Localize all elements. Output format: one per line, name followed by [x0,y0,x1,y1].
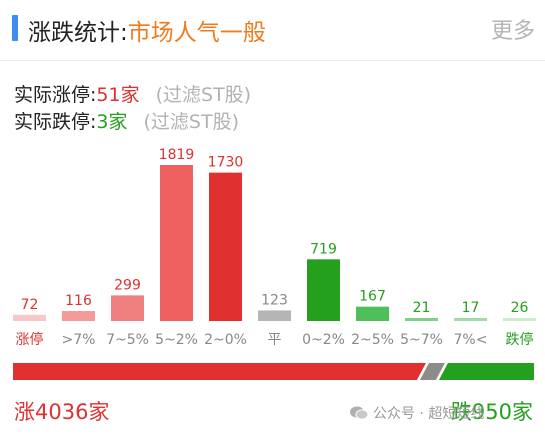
watermark: 公众号 · 超短短线 [349,403,484,423]
wechat-icon [350,406,369,420]
limit-up-line: 实际涨停:51家 (过滤ST股) [14,80,251,107]
bar-10 [503,318,536,321]
bar-value-label: 116 [65,293,92,309]
bar-value-label: 72 [21,297,39,313]
limit-down-label: 实际跌停: [14,111,97,133]
bar-7 [356,306,389,321]
limit-up-filter-note: (过滤ST股) [155,84,252,106]
bar-value-label: 299 [114,277,141,293]
category-label: 涨停 [16,331,44,348]
category-label: 平 [268,332,282,348]
up-down-ratio-bar [13,363,534,380]
limit-down-line: 实际跌停:3家 (过滤ST股) [14,107,239,134]
category-label: 7%< [454,332,488,348]
category-label: 2~5% [351,332,394,348]
category-label: 2~0% [204,332,247,348]
category-label: >7% [62,332,96,348]
watermark-text: 公众号 · 超短短线 [373,406,485,422]
bar-value-label: 167 [359,289,386,305]
bar-value-label: 21 [413,300,431,316]
ratio-bar-down-segment [438,363,534,380]
bar-3 [160,165,193,321]
category-label: 5~2% [155,332,198,348]
limit-down-filter-note: (过滤ST股) [143,111,240,133]
bar-value-label: 123 [261,292,288,308]
category-label: 跌停 [506,331,534,348]
bar-9 [454,318,487,321]
limit-up-value: 51家 [96,84,140,106]
header-title: 涨跌统计:市场人气一般 [28,13,266,47]
section-header: 涨跌统计:市场人气一般 更多 [0,0,545,61]
bar-5 [258,310,291,321]
bar-0 [13,314,46,321]
bar-value-label: 1730 [208,155,244,171]
total-up-count: 涨4036家 [14,400,110,424]
category-label: 7~5% [106,332,149,348]
bar-value-label: 719 [310,241,337,257]
market-sentiment: 市场人气一般 [127,20,266,46]
category-label: 5~7% [400,332,443,348]
bar-value-label: 26 [511,300,529,316]
category-label: 0~2% [302,332,345,348]
bar-value-label: 17 [462,300,480,316]
ratio-bar-up-segment [13,363,426,380]
bar-6 [307,259,340,321]
header-accent-bar [12,15,18,41]
limit-up-label: 实际涨停: [14,84,97,106]
bar-2 [111,295,144,321]
more-link[interactable]: 更多 [490,19,535,44]
bar-value-label: 1819 [159,147,195,163]
bar-8 [405,318,438,321]
limit-down-value: 3家 [96,111,128,133]
header-title-prefix: 涨跌统计: [28,20,128,46]
ratio-bar-gap-segment [419,363,445,380]
bar-4 [209,172,242,321]
bar-1 [62,311,95,321]
distribution-bar-chart: 72 涨停 116 >7% 299 7~5% 1819 5~2% 1730 2~0% 123 平 719… [13,147,536,348]
total-down-count: 跌950家 [450,400,533,424]
